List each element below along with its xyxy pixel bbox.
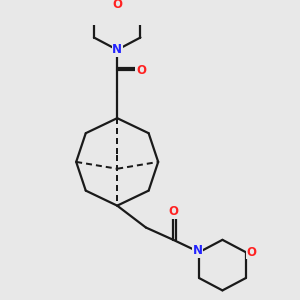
Text: O: O bbox=[168, 206, 178, 218]
Text: O: O bbox=[136, 64, 146, 77]
Text: N: N bbox=[193, 244, 203, 257]
Text: O: O bbox=[112, 0, 122, 11]
Text: N: N bbox=[112, 43, 122, 56]
Text: O: O bbox=[247, 246, 257, 259]
